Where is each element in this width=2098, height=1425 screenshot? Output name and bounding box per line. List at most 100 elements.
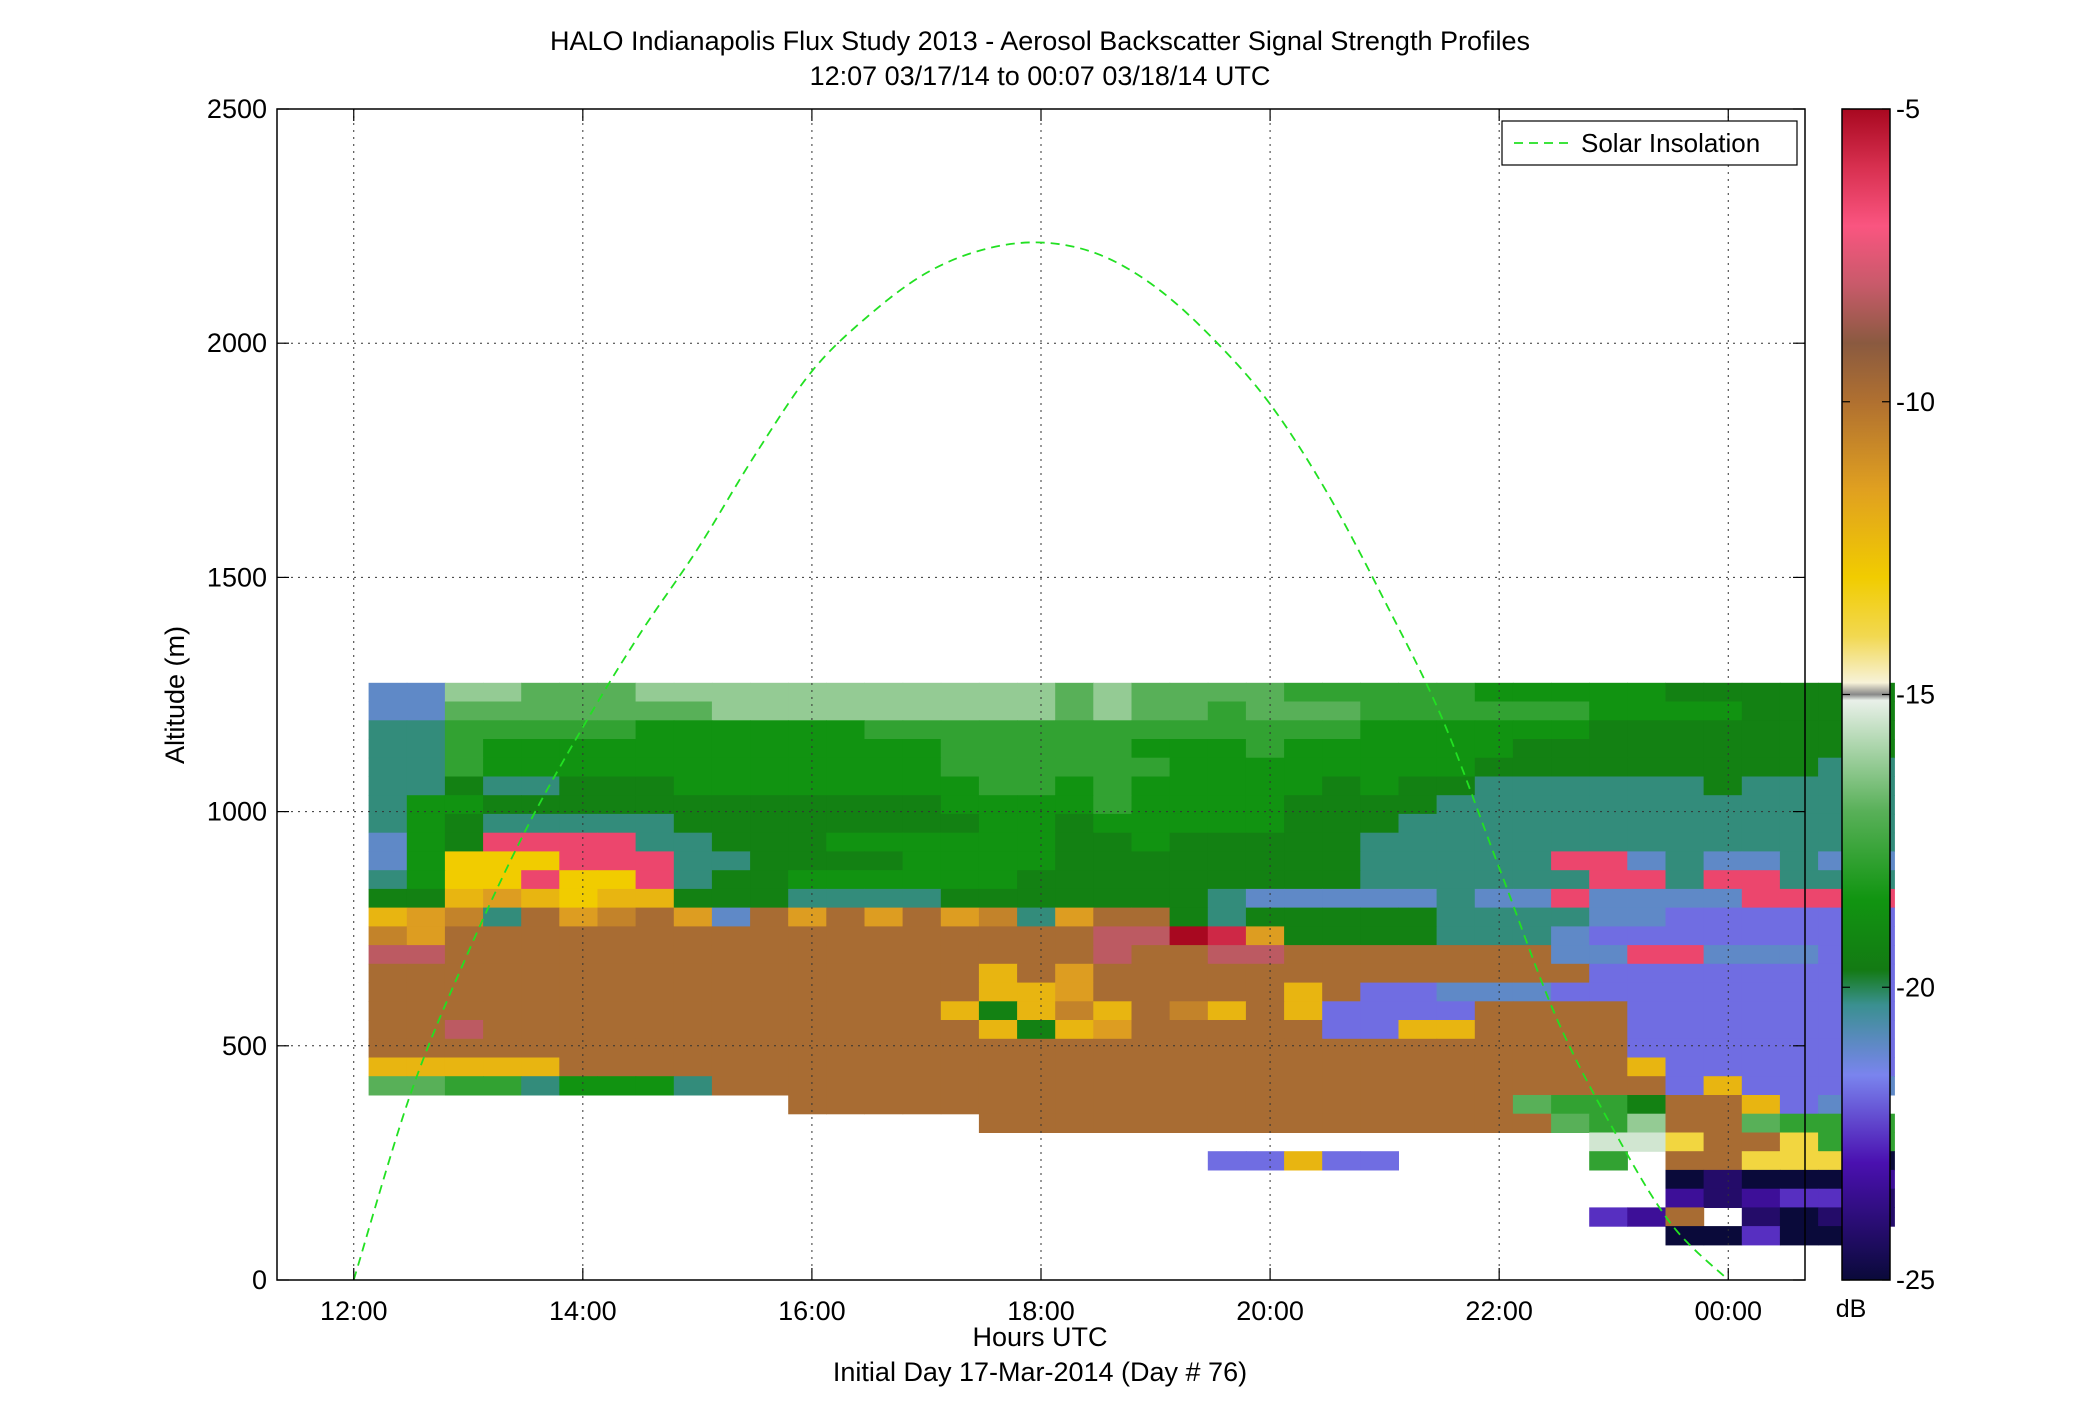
heatmap-cell: [1131, 945, 1171, 965]
heatmap-cell: [1779, 1169, 1819, 1190]
heatmap-cell: [711, 907, 751, 927]
heatmap-cell: [788, 776, 827, 796]
heatmap-cell: [1284, 832, 1323, 852]
heatmap-cell: [1436, 1057, 1476, 1077]
heatmap-cell: [1474, 795, 1514, 815]
heatmap-cell: [635, 851, 675, 871]
heatmap-cell: [1703, 888, 1743, 909]
heatmap-cell: [1665, 851, 1705, 871]
x-axis-sublabel: Initial Day 17-Mar-2014 (Day # 76): [833, 1357, 1247, 1387]
heatmap-cell: [673, 888, 713, 909]
heatmap-cell: [902, 870, 942, 890]
heatmap-cell: [368, 982, 408, 1002]
heatmap-cell: [1551, 926, 1590, 946]
heatmap-cell: [1322, 851, 1361, 871]
heatmap-cell: [1398, 739, 1438, 759]
heatmap-cell: [673, 1001, 713, 1021]
heatmap-cell: [1093, 1020, 1132, 1040]
heatmap-cell: [940, 757, 980, 777]
heatmap-cell: [444, 982, 484, 1002]
heatmap-cell: [1703, 720, 1743, 740]
heatmap-cell: [1169, 1001, 1209, 1021]
heatmap-cell: [711, 888, 751, 909]
heatmap-cell: [1245, 888, 1285, 909]
heatmap-cell: [1741, 1207, 1781, 1227]
heatmap-cell: [1589, 907, 1628, 927]
heatmap-cell: [1474, 963, 1514, 984]
heatmap-cell: [1055, 1057, 1094, 1077]
heatmap-cell: [864, 776, 904, 796]
heatmap-cell: [521, 870, 560, 890]
heatmap-cell: [368, 963, 408, 984]
heatmap-cell: [1627, 963, 1666, 984]
heatmap-cell: [1474, 1020, 1514, 1040]
heatmap-cell: [559, 720, 598, 740]
heatmap-cell: [978, 851, 1018, 871]
heatmap-cell: [1207, 870, 1247, 890]
heatmap-cell: [1055, 682, 1094, 703]
heatmap-cell: [1703, 963, 1743, 984]
solar-insolation-line: [352, 241, 1729, 1281]
heatmap-cell: [406, 757, 446, 777]
heatmap-cell: [521, 1057, 560, 1077]
heatmap-cell: [1322, 926, 1361, 946]
heatmap-cell: [1131, 1057, 1171, 1077]
heatmap-cell: [1703, 757, 1743, 777]
heatmap-cell: [444, 720, 484, 740]
heatmap-cell: [1017, 1076, 1056, 1096]
chart-subtitle: 12:07 03/17/14 to 00:07 03/18/14 UTC: [810, 61, 1271, 91]
heatmap-cell: [1017, 1095, 1056, 1115]
heatmap-cell: [1741, 720, 1781, 740]
heatmap-cell: [1284, 963, 1323, 984]
heatmap-cell: [1017, 682, 1056, 703]
heatmap-cell: [1512, 720, 1552, 740]
heatmap-cell: [788, 1001, 827, 1021]
heatmap-cell: [1779, 757, 1819, 777]
heatmap-cell: [1703, 1057, 1743, 1077]
heatmap-cell: [902, 739, 942, 759]
x-tick-label: 00:00: [1694, 1296, 1762, 1326]
heatmap-cell: [1322, 813, 1361, 834]
heatmap-cell: [1703, 682, 1743, 703]
heatmap-cell: [1245, 1038, 1285, 1059]
heatmap-cell: [1589, 1113, 1628, 1133]
x-tick-label: 14:00: [549, 1296, 617, 1326]
heatmap-cell: [1779, 963, 1819, 984]
heatmap-cell: [1131, 907, 1171, 927]
heatmap-cell: [559, 832, 598, 852]
heatmap-cell: [1703, 1020, 1743, 1040]
heatmap-cell: [1512, 1057, 1552, 1077]
heatmap-cell: [1245, 907, 1285, 927]
heatmap-cell: [1665, 720, 1705, 740]
heatmap-cell: [1665, 963, 1705, 984]
heatmap-cell: [1665, 945, 1705, 965]
heatmap-cell: [521, 1038, 560, 1059]
heatmap-cell: [673, 851, 713, 871]
heatmap-cell: [1665, 1038, 1705, 1059]
heatmap-cell: [444, 1001, 484, 1021]
heatmap-cell: [1398, 832, 1438, 852]
heatmap-cells: [368, 682, 1895, 1246]
heatmap-cell: [521, 1020, 560, 1040]
heatmap-cell: [1627, 926, 1666, 946]
heatmap-cell: [559, 701, 598, 721]
heatmap-cell: [1436, 832, 1476, 852]
heatmap-cell: [1017, 982, 1056, 1002]
heatmap-cell: [406, 1076, 446, 1096]
heatmap-cell: [1474, 757, 1514, 777]
heatmap-cell: [788, 907, 827, 927]
heatmap-cell: [1245, 1001, 1285, 1021]
heatmap-cell: [559, 682, 598, 703]
heatmap-cell: [1779, 926, 1819, 946]
heatmap-cell: [1322, 739, 1361, 759]
heatmap-cell: [1169, 907, 1209, 927]
heatmap-cell: [597, 982, 637, 1002]
heatmap-cell: [1398, 851, 1438, 871]
heatmap-cell: [559, 757, 598, 777]
heatmap-cell: [864, 851, 904, 871]
heatmap-cell: [750, 720, 789, 740]
heatmap-cell: [635, 813, 675, 834]
heatmap-cell: [1131, 982, 1171, 1002]
heatmap-cell: [1017, 926, 1056, 946]
heatmap-cell: [978, 1057, 1018, 1077]
